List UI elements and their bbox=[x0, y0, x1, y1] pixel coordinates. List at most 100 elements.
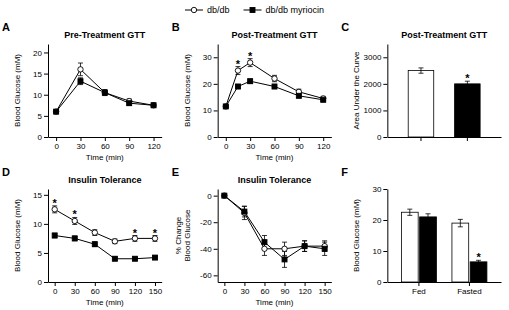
tick: 0 bbox=[223, 282, 228, 296]
point bbox=[112, 239, 117, 244]
tick-mark bbox=[95, 282, 96, 286]
tick-label: 15 bbox=[33, 70, 42, 79]
panel-label: D bbox=[2, 166, 10, 178]
tick: 0 bbox=[377, 133, 387, 142]
tick-mark bbox=[325, 282, 326, 286]
point bbox=[102, 90, 107, 95]
tick-mark bbox=[214, 196, 218, 197]
point bbox=[223, 104, 228, 109]
texts: Pre-Treatment GTTATime (min)Blood Glucos… bbox=[2, 21, 146, 162]
bar bbox=[408, 71, 434, 137]
axis-line bbox=[218, 282, 332, 283]
legend-marker bbox=[250, 8, 255, 13]
point bbox=[92, 242, 97, 247]
tick: 90 bbox=[111, 282, 120, 296]
y-axis-title: Blood Glucose (mM) bbox=[13, 199, 22, 272]
tick-label: Fed bbox=[412, 287, 426, 296]
error-bar bbox=[102, 90, 107, 96]
tick: 20 bbox=[203, 80, 218, 89]
tick: 0 bbox=[54, 137, 59, 151]
point bbox=[78, 67, 83, 72]
error-bar bbox=[426, 214, 431, 220]
panel-label: F bbox=[341, 166, 348, 178]
tick bbox=[420, 137, 421, 141]
error-bar bbox=[92, 230, 97, 236]
tick: 60 bbox=[101, 137, 110, 151]
tick: 3000 bbox=[364, 53, 388, 62]
plot: *Post-Treatment GTTCArea Under the Curve… bbox=[341, 21, 501, 142]
bar bbox=[420, 217, 437, 282]
tick: 90 bbox=[295, 137, 304, 151]
tick-label: 150 bbox=[318, 287, 332, 296]
tick-mark bbox=[135, 282, 136, 286]
tick-mark bbox=[154, 137, 155, 141]
tick-mark bbox=[44, 282, 48, 283]
tick-mark bbox=[214, 84, 218, 85]
tick: 5 bbox=[38, 112, 48, 121]
x-axis bbox=[388, 137, 502, 141]
tick-mark bbox=[115, 282, 116, 286]
tick-label: 60 bbox=[91, 287, 100, 296]
tick-mark bbox=[44, 137, 48, 138]
tick-label: 0 bbox=[207, 192, 212, 201]
line bbox=[224, 196, 324, 249]
tick-label: 0 bbox=[54, 142, 59, 151]
tick: 30 bbox=[77, 137, 86, 151]
tick-label: 2000 bbox=[364, 80, 382, 89]
y-axis: 05101520 bbox=[33, 45, 48, 143]
tick-label: 120 bbox=[147, 142, 161, 151]
marks bbox=[408, 68, 480, 137]
tick-mark bbox=[250, 137, 251, 141]
tick-mark bbox=[285, 282, 286, 286]
point bbox=[321, 97, 326, 102]
panel: Pre-Treatment GTTATime (min)Blood Glucos… bbox=[2, 21, 162, 162]
panel-label: C bbox=[341, 21, 349, 33]
title: Post-Treatment GTT bbox=[231, 30, 318, 40]
tick-label: 90 bbox=[125, 142, 134, 151]
annotation: * bbox=[248, 50, 253, 62]
marks bbox=[401, 209, 486, 282]
tick-label: 10 bbox=[33, 220, 42, 229]
tick-mark bbox=[420, 137, 421, 141]
axis-line bbox=[48, 45, 49, 138]
tick-mark bbox=[383, 110, 387, 111]
tick-label: 0 bbox=[223, 287, 228, 296]
point bbox=[223, 104, 228, 109]
tick-label: 90 bbox=[111, 287, 120, 296]
axis-line bbox=[48, 190, 49, 283]
x-axis-title: Time (min) bbox=[256, 298, 294, 307]
legend-label: db/db myriocin bbox=[266, 5, 325, 15]
tick-label: 150 bbox=[149, 287, 163, 296]
tick: 120 bbox=[317, 137, 331, 151]
tick-mark bbox=[44, 95, 48, 96]
error-bar bbox=[407, 209, 412, 215]
tick-mark bbox=[244, 282, 245, 286]
tick: 30 bbox=[71, 282, 80, 296]
tick-label: 15 bbox=[33, 191, 42, 200]
line bbox=[226, 81, 323, 106]
tick-label: 0 bbox=[207, 133, 212, 142]
error-bar bbox=[132, 257, 137, 260]
tick: 10 bbox=[33, 220, 48, 229]
tick-label: 3000 bbox=[364, 53, 382, 62]
tick-label: 120 bbox=[129, 287, 143, 296]
error-bar bbox=[72, 236, 77, 241]
tick-label: 1000 bbox=[364, 106, 382, 115]
tick-mark bbox=[299, 137, 300, 141]
tick-label: 10 bbox=[33, 91, 42, 100]
tick-mark bbox=[383, 189, 387, 190]
tick-label: 90 bbox=[281, 287, 290, 296]
tick-label: 0 bbox=[377, 133, 382, 142]
y-axis-title: Blood Glucose (mM) bbox=[352, 199, 361, 272]
tick-mark bbox=[275, 137, 276, 141]
tick-mark bbox=[264, 282, 265, 286]
error-bar bbox=[127, 101, 132, 105]
tick-mark bbox=[44, 224, 48, 225]
tick-label: 30 bbox=[246, 142, 255, 151]
x-axis-title: Time (min) bbox=[86, 153, 124, 162]
error-bar bbox=[272, 84, 277, 88]
y-axis: 0 1000 2000 3000 bbox=[364, 45, 388, 143]
tick: 10 bbox=[33, 91, 48, 100]
tick-mark bbox=[224, 282, 225, 286]
tick-mark bbox=[44, 116, 48, 117]
